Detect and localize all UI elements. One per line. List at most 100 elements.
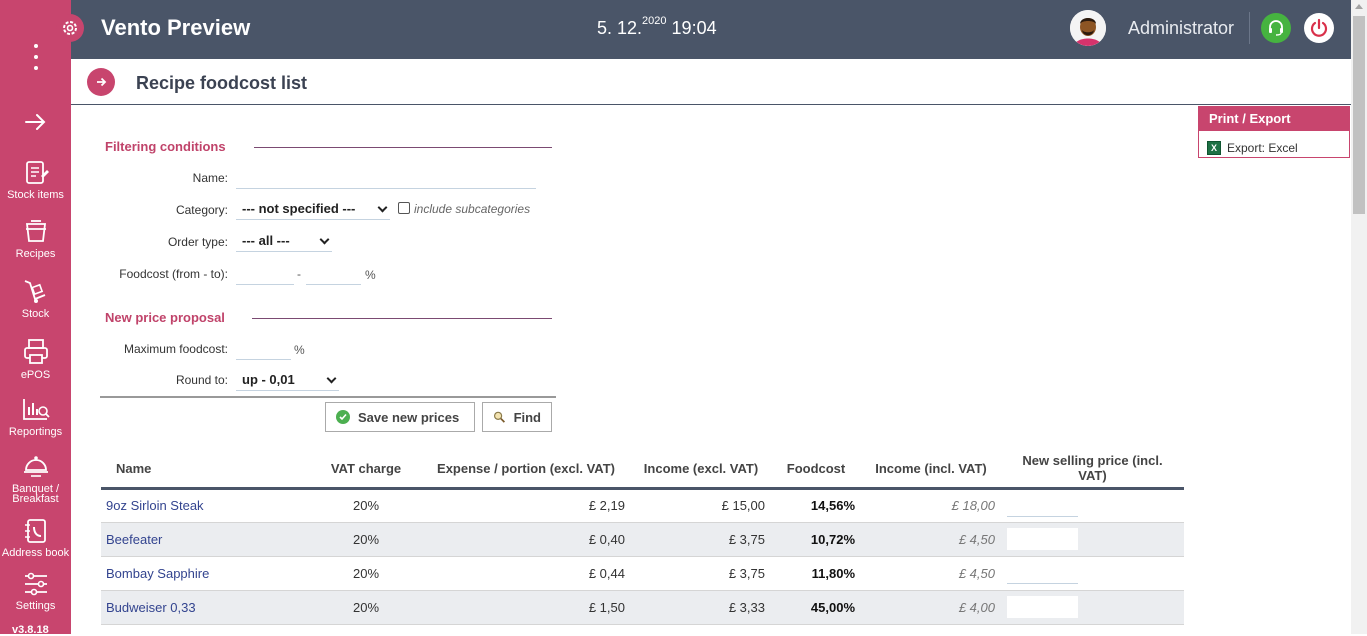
- vat-cell: 20%: [311, 488, 421, 523]
- find-button-label: Find: [513, 409, 541, 425]
- chevron-down-icon: [326, 373, 337, 384]
- vat-cell: 20%: [311, 522, 421, 557]
- name-input[interactable]: [236, 171, 536, 189]
- sidebar-item-reportings[interactable]: Reportings: [0, 397, 71, 438]
- new-price-input[interactable]: [1007, 528, 1078, 550]
- sidebar-item-recipes[interactable]: Recipes: [0, 217, 71, 260]
- sidebar-item-stock-items[interactable]: Stock items: [0, 160, 71, 201]
- foodcost-from-input[interactable]: [236, 267, 294, 285]
- stock-items-icon: [25, 161, 49, 184]
- vat-cell: 20%: [311, 556, 421, 591]
- table-row: 9oz Sirloin Steak 20% £ 2,19 £ 15,00 14,…: [101, 488, 1184, 523]
- recipe-name-link[interactable]: Budweiser 0,33: [101, 590, 311, 625]
- column-header-expense[interactable]: Expense / portion (excl. VAT): [421, 450, 631, 490]
- round-to-select-value: up - 0,01: [242, 372, 295, 387]
- order-type-label: Order type:: [167, 235, 228, 249]
- column-header-new-price[interactable]: New selling price (incl. VAT): [1001, 450, 1184, 490]
- column-header-vat[interactable]: VAT charge: [311, 450, 421, 490]
- settings-gear-button[interactable]: [56, 14, 84, 42]
- order-type-select[interactable]: --- all ---: [236, 230, 332, 252]
- filter-heading: Filtering conditions: [105, 139, 226, 154]
- find-button[interactable]: Find: [482, 402, 552, 432]
- expense-cell: £ 1,50: [421, 590, 631, 625]
- header-divider: [1249, 12, 1250, 44]
- table-row: Budweiser 0,33 20% £ 1,50 £ 3,33 45,00% …: [101, 590, 1184, 625]
- foodcost-range-label: Foodcost (from - to):: [119, 267, 228, 281]
- recipe-name-link[interactable]: Bombay Sapphire: [101, 556, 311, 591]
- app-title: Vento Preview: [101, 15, 251, 40]
- expense-cell: £ 0,40: [421, 522, 631, 557]
- sidebar-item-label: ePOS: [20, 369, 51, 381]
- column-header-foodcost[interactable]: Foodcost: [771, 450, 861, 490]
- sidebar-item-label: Recipes: [15, 248, 56, 260]
- vat-cell: 20%: [311, 590, 421, 625]
- new-price-cell: [1001, 488, 1184, 523]
- income-excl-cell: £ 15,00: [631, 488, 771, 523]
- max-foodcost-label: Maximum foodcost:: [123, 342, 228, 356]
- new-price-input[interactable]: [1007, 562, 1078, 584]
- recipe-name-link[interactable]: 9oz Sirloin Steak: [101, 488, 311, 523]
- new-price-input[interactable]: [1007, 494, 1078, 517]
- new-price-cell: [1001, 590, 1184, 625]
- chevron-down-icon: [319, 234, 330, 245]
- chevron-down-icon: [377, 202, 388, 213]
- proposal-heading-line: [252, 318, 552, 319]
- column-header-name[interactable]: Name: [101, 450, 311, 490]
- top-header: Vento Preview 5. 12.2020 19:04 Administr…: [71, 0, 1351, 59]
- back-button[interactable]: [87, 68, 115, 96]
- sidebar-item-address-book[interactable]: Address book: [0, 518, 71, 559]
- print-export-panel: Print / Export X Export: Excel: [1198, 106, 1350, 158]
- save-new-prices-button[interactable]: Save new prices: [325, 402, 475, 432]
- filter-heading-line: [254, 147, 552, 148]
- more-menu-icon[interactable]: [29, 44, 43, 70]
- scroll-up-arrow-icon[interactable]: [1355, 4, 1363, 9]
- stock-icon: [24, 280, 45, 303]
- income-incl-cell: £ 4,50: [861, 522, 1001, 557]
- sidebar-item-epos[interactable]: ePOS: [0, 338, 71, 381]
- income-excl-cell: £ 3,33: [631, 590, 771, 625]
- column-header-income-excl[interactable]: Income (excl. VAT): [631, 450, 771, 490]
- print-export-heading: Print / Export: [1199, 107, 1349, 131]
- include-subcategories-label: include subcategories: [414, 202, 531, 216]
- foodcost-cell: 11,80%: [771, 556, 861, 591]
- gear-icon: [63, 21, 77, 35]
- recipe-foodcost-table: Name VAT charge Expense / portion (excl.…: [101, 450, 1184, 625]
- logout-button[interactable]: [1304, 13, 1334, 43]
- range-dash: -: [297, 267, 301, 281]
- sidebar-item-banquet[interactable]: Banquet / Breakfast: [0, 450, 71, 505]
- round-to-select[interactable]: up - 0,01: [236, 369, 339, 391]
- time-text: 19:04: [671, 18, 717, 38]
- column-header-income-incl[interactable]: Income (incl. VAT): [861, 450, 1001, 490]
- order-type-select-value: --- all ---: [242, 233, 290, 248]
- category-select[interactable]: --- not specified ---: [236, 198, 390, 220]
- scrollbar[interactable]: [1351, 0, 1367, 634]
- income-excl-cell: £ 3,75: [631, 556, 771, 591]
- income-incl-cell: £ 4,00: [861, 590, 1001, 625]
- page-title-bar: Recipe foodcost list: [71, 59, 1351, 105]
- foodcost-to-input[interactable]: [306, 267, 361, 285]
- sidebar-item-settings[interactable]: Settings: [0, 571, 71, 612]
- sidebar-item-stock[interactable]: Stock: [0, 277, 71, 320]
- new-price-cell: [1001, 556, 1184, 591]
- expense-cell: £ 2,19: [421, 488, 631, 523]
- support-button[interactable]: [1261, 13, 1291, 43]
- sidebar: Stock items Recipes Stock ePOS: [0, 0, 71, 636]
- max-foodcost-input[interactable]: [236, 342, 291, 360]
- new-price-cell: [1001, 522, 1184, 557]
- search-icon: [493, 411, 505, 423]
- expense-cell: £ 0,44: [421, 556, 631, 591]
- sidebar-item-label: Stock: [21, 308, 50, 320]
- avatar[interactable]: [1070, 10, 1106, 46]
- settings-icon: [24, 572, 47, 596]
- new-price-input[interactable]: [1007, 596, 1078, 618]
- expand-sidebar-icon[interactable]: [22, 110, 50, 134]
- export-excel-link[interactable]: X Export: Excel: [1199, 131, 1349, 158]
- save-button-label: Save new prices: [358, 409, 460, 425]
- username[interactable]: Administrator: [1128, 18, 1235, 38]
- include-subcategories-checkbox[interactable]: [398, 202, 410, 214]
- recipe-name-link[interactable]: Beefeater: [101, 522, 311, 557]
- arrow-right-icon: [97, 77, 107, 87]
- scroll-thumb[interactable]: [1353, 16, 1365, 214]
- proposal-heading: New price proposal: [105, 310, 225, 325]
- epos-icon: [23, 339, 48, 364]
